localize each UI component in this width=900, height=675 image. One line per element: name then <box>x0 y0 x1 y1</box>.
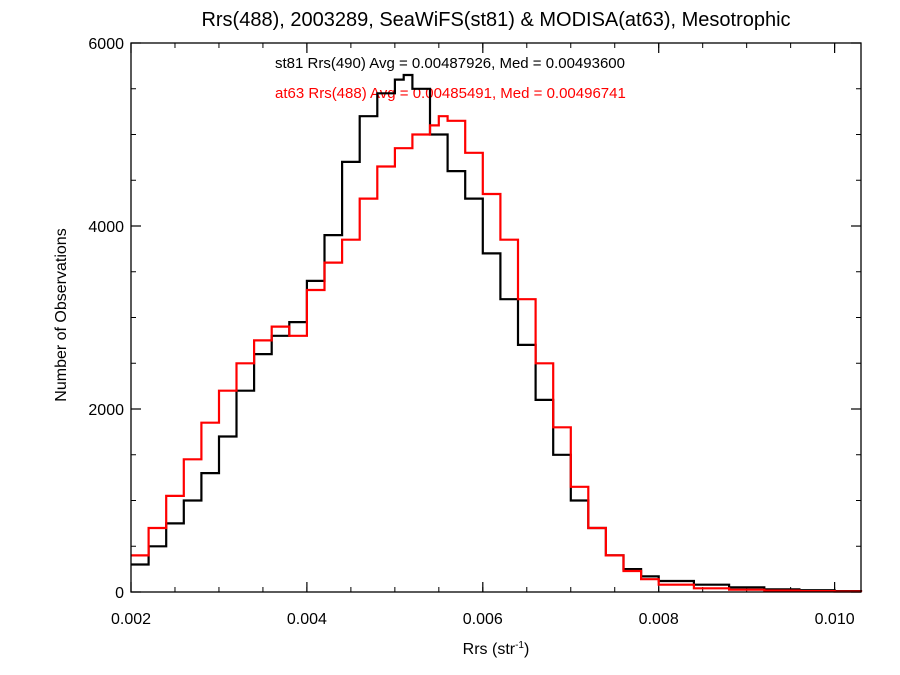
plot-frame <box>130 42 862 593</box>
x-axis-label: Rrs (str-1) <box>463 640 530 658</box>
x-axis-label-close: ) <box>524 641 529 658</box>
x-tick-label: 0.008 <box>639 611 679 628</box>
x-tick-label: 0.002 <box>111 611 151 628</box>
axis-ticks: 0.002 0.004 0.006 0.008 0.010 0 2000 4000 6000 <box>88 36 861 628</box>
x-axis-label-main: Rrs (str <box>463 641 516 658</box>
chart-title: Rrs(488), 2003289, SeaWiFS(st81) & MODIS… <box>201 9 790 31</box>
series-st81-line <box>131 73 863 593</box>
y-tick-label: 6000 <box>88 36 124 53</box>
y-axis-label: Number of Observations <box>53 228 70 401</box>
y-tick-label: 4000 <box>88 219 124 236</box>
series-at63-line <box>131 115 863 593</box>
x-tick-label: 0.006 <box>463 611 503 628</box>
plot-series <box>131 73 863 593</box>
y-tick-label: 0 <box>115 585 124 602</box>
x-tick-label: 0.010 <box>815 611 855 628</box>
x-tick-label: 0.004 <box>287 611 327 628</box>
y-tick-label: 2000 <box>88 402 124 419</box>
x-axis-label-superscript: -1 <box>515 640 524 651</box>
annotation-st81: st81 Rrs(490) Avg = 0.00487926, Med = 0.… <box>275 55 625 72</box>
annotation-at63: at63 Rrs(488) Avg = 0.00485491, Med = 0.… <box>275 85 626 102</box>
